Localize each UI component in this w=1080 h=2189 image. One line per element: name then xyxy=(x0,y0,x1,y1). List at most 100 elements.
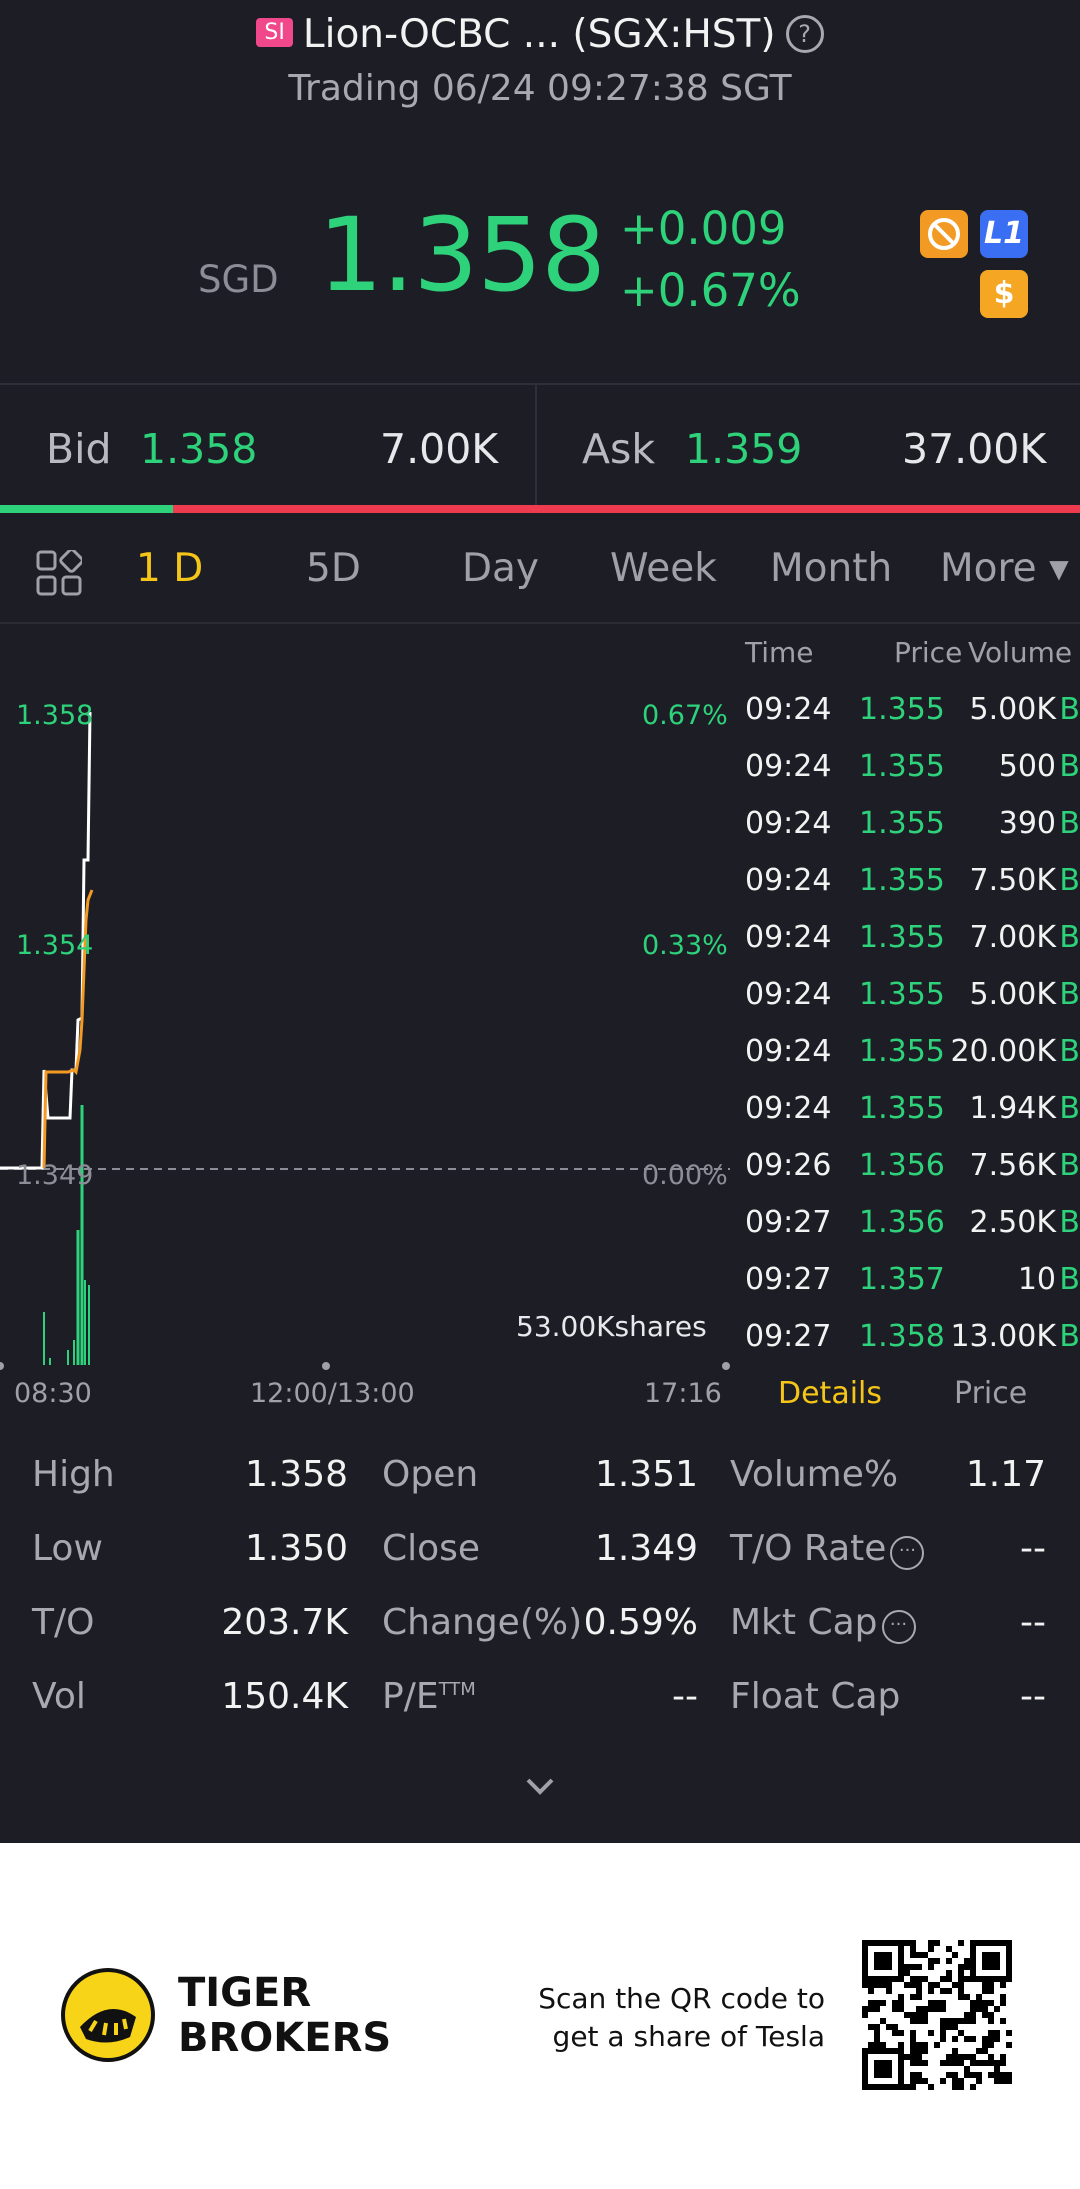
intraday-chart[interactable] xyxy=(0,624,730,1384)
qr-module xyxy=(910,1982,916,1988)
qr-module xyxy=(922,1952,928,1958)
qr-module xyxy=(874,2024,880,2030)
qr-module xyxy=(940,2060,946,2066)
layout-grid-icon[interactable] xyxy=(36,550,82,596)
stat-label: P/E xyxy=(382,1676,439,1717)
tick-side: B xyxy=(1059,863,1080,898)
tick-side: B xyxy=(1059,977,1080,1012)
qr-module xyxy=(970,2072,976,2078)
qr-module xyxy=(958,1970,964,1976)
more-info-icon[interactable]: ··· xyxy=(881,1610,916,1644)
tab-price[interactable]: Price xyxy=(954,1376,1028,1411)
qr-module xyxy=(886,2024,892,2030)
tab-more[interactable]: More ▾ xyxy=(940,546,1069,591)
qr-module xyxy=(958,2084,964,2090)
stat-label: Float Cap xyxy=(730,1676,901,1717)
tick-volume: 7.56K xyxy=(969,1148,1056,1183)
qr-module xyxy=(964,2054,970,2060)
qr-module xyxy=(946,2024,952,2030)
chevron-down-icon[interactable] xyxy=(520,1770,560,1800)
qr-module xyxy=(868,2024,874,2030)
qr-module xyxy=(958,1982,964,1988)
stock-name: Lion-OCBC ... (SGX:HST) xyxy=(302,12,776,57)
tick-row: 09:24 1.355 20.00K B xyxy=(745,1034,1080,1090)
tick-side: B xyxy=(1059,1205,1080,1240)
qr-module xyxy=(1000,1982,1006,1988)
tick-row: 09:26 1.356 7.56K B xyxy=(745,1148,1080,1204)
qr-module xyxy=(982,2012,988,2018)
tick-volume: 390 xyxy=(998,806,1056,841)
avg-price-line xyxy=(42,889,94,1169)
qr-module xyxy=(916,1976,922,1982)
tab-month[interactable]: Month xyxy=(770,546,893,591)
qr-module xyxy=(952,2060,958,2066)
stat-label-mkt-cap: Mkt Cap ··· xyxy=(730,1602,916,1644)
qr-module xyxy=(898,1994,904,2000)
tick-row: 09:24 1.355 7.00K B xyxy=(745,920,1080,976)
stat-value: 0.59% xyxy=(583,1602,698,1643)
tick-price: 1.355 xyxy=(859,692,945,727)
qr-module xyxy=(970,2012,976,2018)
tick-price: 1.355 xyxy=(859,1034,945,1069)
qr-module xyxy=(982,2060,988,2066)
qr-module xyxy=(988,2036,994,2042)
tick-time: 09:24 xyxy=(745,1091,832,1126)
help-icon[interactable]: ? xyxy=(785,15,824,53)
qr-module xyxy=(958,2078,964,2084)
tab-week[interactable]: Week xyxy=(610,546,717,591)
tick-price: 1.356 xyxy=(859,1205,945,1240)
stock-title: SI Lion-OCBC ... (SGX:HST)? xyxy=(0,12,1080,57)
qr-module xyxy=(892,2006,898,2012)
qr-module xyxy=(982,1988,988,1994)
qr-module xyxy=(952,2036,958,2042)
tick-side: B xyxy=(1059,1319,1080,1354)
tab-day[interactable]: Day xyxy=(462,546,540,591)
qr-module xyxy=(910,2078,916,2084)
tick-row: 09:24 1.355 1.94K B xyxy=(745,1091,1080,1147)
no-shorting-icon[interactable] xyxy=(920,210,968,258)
qr-module xyxy=(946,1976,952,1982)
qr-module xyxy=(922,1976,928,1982)
qr-module xyxy=(988,1982,994,1988)
qr-module xyxy=(922,2060,928,2066)
stat-value: -- xyxy=(1020,1602,1046,1643)
qr-module xyxy=(916,2012,922,2018)
qr-module xyxy=(874,1952,892,1970)
dollar-icon[interactable]: $ xyxy=(980,270,1028,318)
tick-time: 09:24 xyxy=(745,920,832,955)
qr-module xyxy=(886,1988,892,1994)
tab-details[interactable]: Details xyxy=(778,1376,883,1411)
more-info-icon[interactable]: ··· xyxy=(890,1536,925,1570)
tick-side: B xyxy=(1059,1262,1080,1297)
tab-5d[interactable]: 5D xyxy=(306,546,361,591)
bid-price: 1.358 xyxy=(140,425,258,473)
qr-module xyxy=(940,2000,946,2006)
qr-module xyxy=(886,1982,892,1988)
tab-1d[interactable]: 1 D xyxy=(136,546,204,591)
tick-time: 09:24 xyxy=(745,692,832,727)
x-label-start: 08:30 xyxy=(14,1378,92,1409)
tiger-logo-icon xyxy=(61,1968,155,2062)
qr-module xyxy=(916,2078,922,2084)
stat-label-to-rate: T/O Rate ··· xyxy=(730,1528,925,1570)
tick-time: 09:27 xyxy=(745,1262,832,1297)
price-change-percent: +0.67% xyxy=(620,264,801,317)
tick-volume: 500 xyxy=(998,749,1056,784)
level1-icon[interactable]: L1 xyxy=(980,210,1028,258)
tick-time: 09:27 xyxy=(745,1319,832,1354)
qr-module xyxy=(916,1964,922,1970)
qr-module xyxy=(928,2030,934,2036)
qr-module xyxy=(988,2018,994,2024)
qr-module xyxy=(964,1964,970,1970)
qr-module xyxy=(904,1964,910,1970)
market-badge: SI xyxy=(256,18,293,47)
tick-row: 09:24 1.355 500 B xyxy=(745,749,1080,805)
axis-dot xyxy=(722,1362,730,1370)
promo-text-line1: Scan the QR code to xyxy=(538,1982,825,2015)
qr-module xyxy=(1006,2078,1012,2084)
qr-module xyxy=(982,2000,988,2006)
qr-module xyxy=(988,2030,994,2036)
tick-price: 1.358 xyxy=(859,1319,945,1354)
stat-label: T/O xyxy=(32,1602,95,1643)
tick-volume: 13.00K xyxy=(950,1319,1056,1354)
